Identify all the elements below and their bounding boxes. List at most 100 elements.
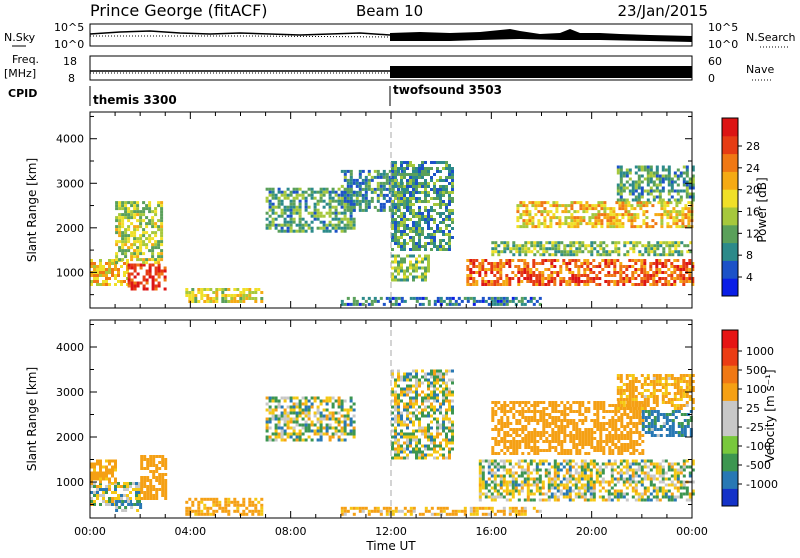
data-cell — [587, 499, 590, 502]
data-cell — [158, 488, 161, 491]
data-cell — [590, 446, 593, 449]
data-cell — [260, 513, 263, 516]
data-cell — [391, 279, 394, 282]
data-cell — [314, 397, 317, 400]
data-cell — [160, 225, 163, 228]
data-cell — [603, 204, 606, 207]
data-cell — [397, 412, 400, 415]
data-cell — [675, 204, 678, 207]
data-cell — [99, 268, 102, 271]
data-cell — [124, 231, 127, 234]
data-cell — [415, 267, 418, 270]
data-cell — [221, 291, 224, 294]
data-cell — [158, 479, 161, 482]
data-cell — [433, 230, 436, 233]
data-cell — [146, 491, 149, 494]
data-cell — [654, 213, 657, 216]
data-cell — [494, 478, 497, 481]
data-cell — [137, 285, 140, 288]
data-cell — [624, 213, 627, 216]
data-cell — [161, 482, 164, 485]
data-cell — [308, 224, 311, 227]
data-cell — [542, 422, 545, 425]
data-cell — [671, 181, 674, 184]
data-cell — [543, 216, 546, 219]
data-cell — [146, 282, 149, 285]
data-cell — [332, 212, 335, 215]
data-cell — [403, 457, 406, 460]
velocity-region — [115, 500, 142, 512]
data-cell — [675, 201, 678, 204]
data-cell — [421, 427, 424, 430]
data-cell — [481, 259, 484, 262]
data-cell — [595, 265, 598, 268]
data-cell — [656, 190, 659, 193]
data-cell — [505, 262, 508, 265]
data-cell — [436, 409, 439, 412]
data-cell — [542, 449, 545, 452]
data-cell — [665, 178, 668, 181]
data-cell — [290, 436, 293, 439]
data-cell — [564, 219, 567, 222]
data-cell — [93, 466, 96, 469]
data-cell — [616, 283, 619, 286]
data-cell — [630, 216, 633, 219]
data-cell — [509, 440, 512, 443]
data-cell — [536, 300, 539, 303]
data-cell — [133, 231, 136, 234]
data-cell — [442, 161, 445, 164]
data-cell — [121, 252, 124, 255]
data-cell — [99, 478, 102, 481]
data-cell — [406, 188, 409, 191]
data-cell — [644, 244, 647, 247]
data-cell — [532, 265, 535, 268]
data-cell — [299, 400, 302, 403]
data-cell — [643, 280, 646, 283]
data-cell — [293, 203, 296, 206]
data-cell — [275, 409, 278, 412]
data-cell — [499, 268, 502, 271]
data-cell — [155, 455, 158, 458]
data-cell — [397, 188, 400, 191]
data-cell — [114, 265, 117, 268]
data-cell — [386, 188, 389, 191]
data-cell — [164, 497, 167, 500]
data-cell — [409, 436, 412, 439]
data-cell — [446, 303, 449, 306]
data-cell — [509, 407, 512, 410]
data-cell — [329, 424, 332, 427]
data-cell — [551, 466, 554, 469]
data-cell — [394, 224, 397, 227]
data-cell — [537, 225, 540, 228]
data-cell — [539, 431, 542, 434]
data-cell — [412, 421, 415, 424]
data-cell — [533, 434, 536, 437]
data-cell — [158, 467, 161, 470]
data-cell — [683, 487, 686, 490]
data-cell — [577, 259, 580, 262]
data-cell — [659, 175, 662, 178]
data-cell — [485, 496, 488, 499]
data-cell — [494, 496, 497, 499]
data-cell — [326, 430, 329, 433]
data-cell — [341, 415, 344, 418]
data-cell — [412, 182, 415, 185]
data-cell — [687, 201, 690, 204]
data-cell — [575, 401, 578, 404]
data-cell — [121, 509, 124, 512]
data-cell — [400, 433, 403, 436]
data-cell — [644, 499, 647, 502]
data-cell — [482, 478, 485, 481]
data-cell — [394, 164, 397, 167]
data-cell — [383, 182, 386, 185]
data-cell — [615, 219, 618, 222]
data-cell — [572, 490, 575, 493]
data-cell — [515, 472, 518, 475]
data-cell — [403, 245, 406, 248]
data-cell — [519, 201, 522, 204]
data-cell — [497, 300, 500, 303]
data-cell — [415, 221, 418, 224]
data-cell — [392, 303, 395, 306]
data-cell — [427, 200, 430, 203]
data-cell — [412, 221, 415, 224]
